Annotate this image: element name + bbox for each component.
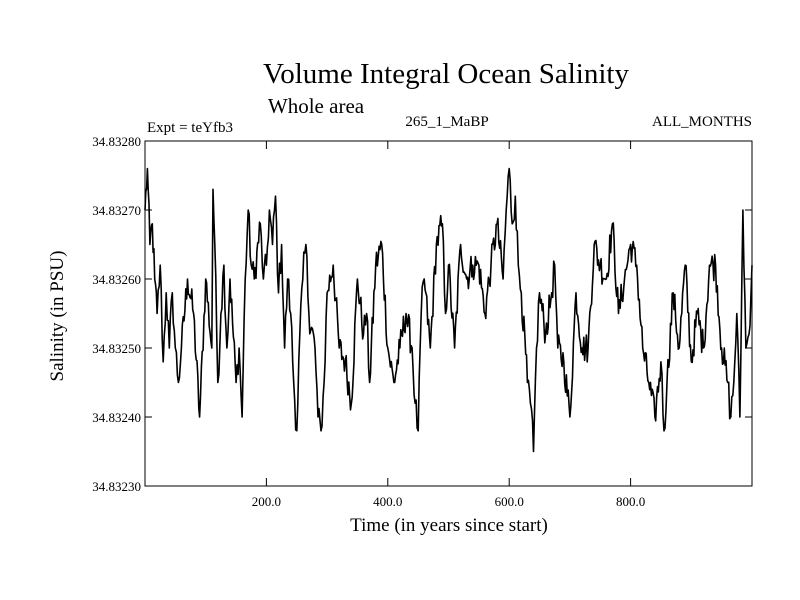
y-tick-label: 34.83240 — [92, 410, 141, 425]
plot-frame — [144, 140, 753, 487]
x-tick-label: 600.0 — [495, 494, 524, 509]
y-tick-label: 34.83280 — [92, 134, 141, 149]
y-axis-label: Salinity (in PSU) — [47, 251, 68, 382]
x-tick-label: 200.0 — [252, 494, 281, 509]
chart-subtitle: Whole area — [268, 94, 365, 118]
y-tick-label: 34.83260 — [92, 272, 141, 287]
y-tick-label: 34.83270 — [92, 203, 141, 218]
y-axis-ticks: 34.83230 34.83240 34.83250 34.83260 34.83270… — [92, 134, 752, 494]
chart-title: Volume Integral Ocean Salinity — [263, 58, 629, 90]
annotation-left: Expt = teYfb3 — [147, 120, 233, 136]
y-tick-label: 34.83250 — [92, 341, 141, 356]
x-axis-label: Time (in years since start) — [350, 515, 548, 536]
annotation-right: ALL_MONTHS — [652, 114, 752, 130]
x-tick-label: 400.0 — [373, 494, 402, 509]
y-tick-label: 34.83230 — [92, 479, 141, 494]
x-tick-label: 800.0 — [616, 494, 645, 509]
annotation-center: 265_1_MaBP — [405, 114, 488, 130]
x-axis-ticks: 200.0 400.0 600.0 800.0 — [252, 141, 645, 509]
salinity-series-line — [144, 167, 753, 453]
